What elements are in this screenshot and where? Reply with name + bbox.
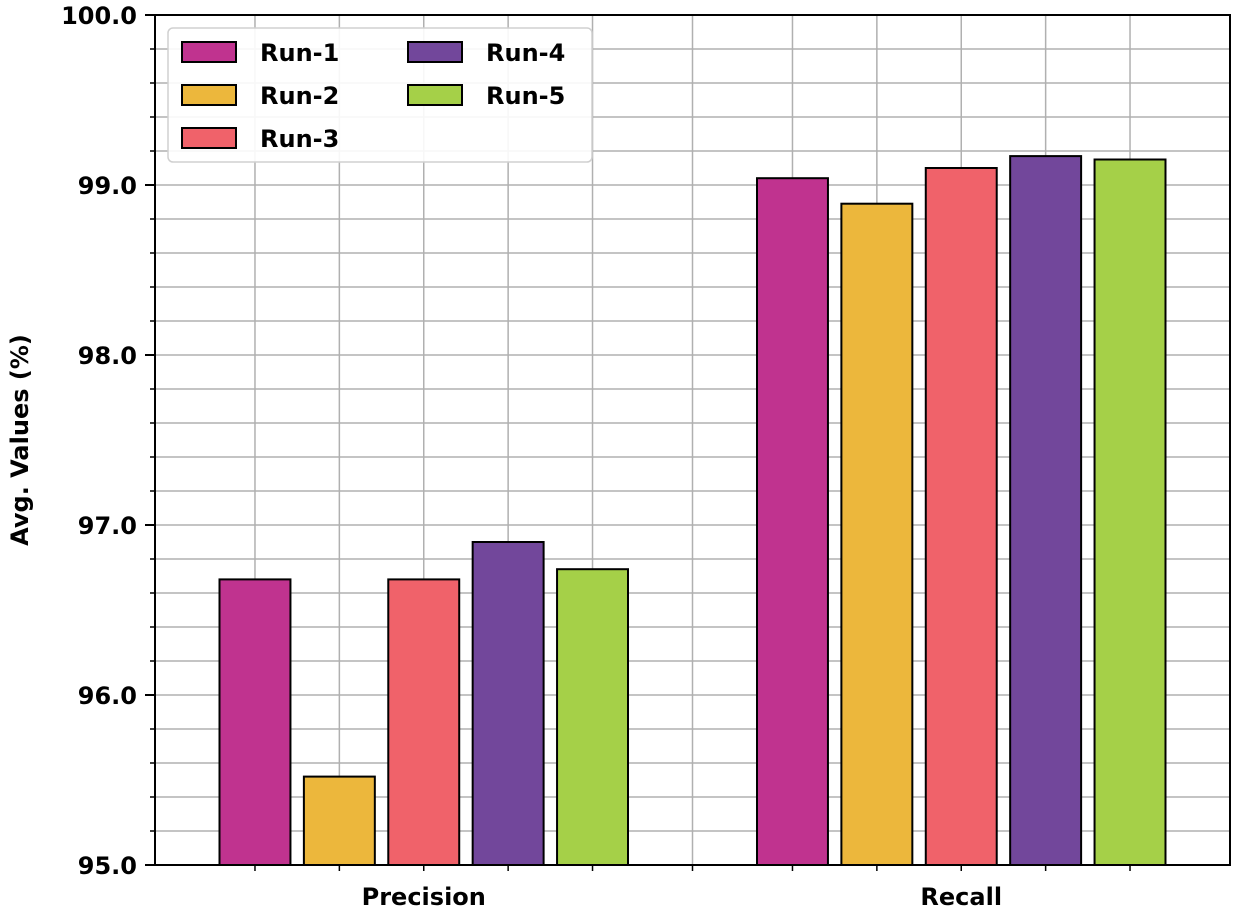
legend-item-run-5: Run-5 xyxy=(407,82,565,110)
y-tick-label: 96.0 xyxy=(78,682,137,710)
bar-run-2-recall xyxy=(840,202,914,866)
y-tick-label: 100.0 xyxy=(61,2,137,30)
legend-item-run-2: Run-2 xyxy=(181,82,339,110)
legend-label: Run-3 xyxy=(260,125,339,153)
bars xyxy=(218,155,1167,867)
legend-swatch xyxy=(407,84,463,106)
y-tick-label: 98.0 xyxy=(78,342,137,370)
bar-run-5-precision xyxy=(556,568,629,866)
y-tick-label: 95.0 xyxy=(78,852,137,880)
legend-label: Run-4 xyxy=(486,39,565,67)
bar-run-5-recall xyxy=(1093,158,1167,866)
x-tick-label-precision: Precision xyxy=(362,883,486,911)
bar-run-3-precision xyxy=(387,578,461,867)
legend-swatch xyxy=(181,84,237,106)
legend-item-run-3: Run-3 xyxy=(181,125,339,153)
legend-label: Run-1 xyxy=(260,39,339,67)
axis-ticks: 95.0 96.0 97.0 98.0 99.0 100.0 Precision Recall xyxy=(61,2,1131,911)
legend-item-run-4: Run-4 xyxy=(407,39,565,67)
bar-run-2-precision xyxy=(302,775,376,866)
bar-run-1-precision xyxy=(218,578,292,867)
legend: Run-1 Run-2 Run-3 Run-4 Run-5 xyxy=(167,27,593,163)
legend-label: Run-2 xyxy=(260,82,339,110)
bar-run-1-recall xyxy=(756,177,829,866)
y-tick-label: 97.0 xyxy=(78,512,137,540)
legend-swatch xyxy=(181,127,237,149)
y-tick-label: 99.0 xyxy=(78,172,137,200)
bar-run-3-recall xyxy=(924,167,998,866)
legend-item-run-1: Run-1 xyxy=(181,39,339,67)
legend-swatch xyxy=(181,41,237,63)
bar-run-4-precision xyxy=(471,541,545,866)
x-tick-label-recall: Recall xyxy=(920,883,1002,911)
y-axis-title: Avg. Values (%) xyxy=(6,334,34,546)
legend-swatch xyxy=(407,41,463,63)
bar-run-4-recall xyxy=(1009,155,1083,867)
legend-box xyxy=(167,27,593,163)
legend-label: Run-5 xyxy=(486,82,565,110)
